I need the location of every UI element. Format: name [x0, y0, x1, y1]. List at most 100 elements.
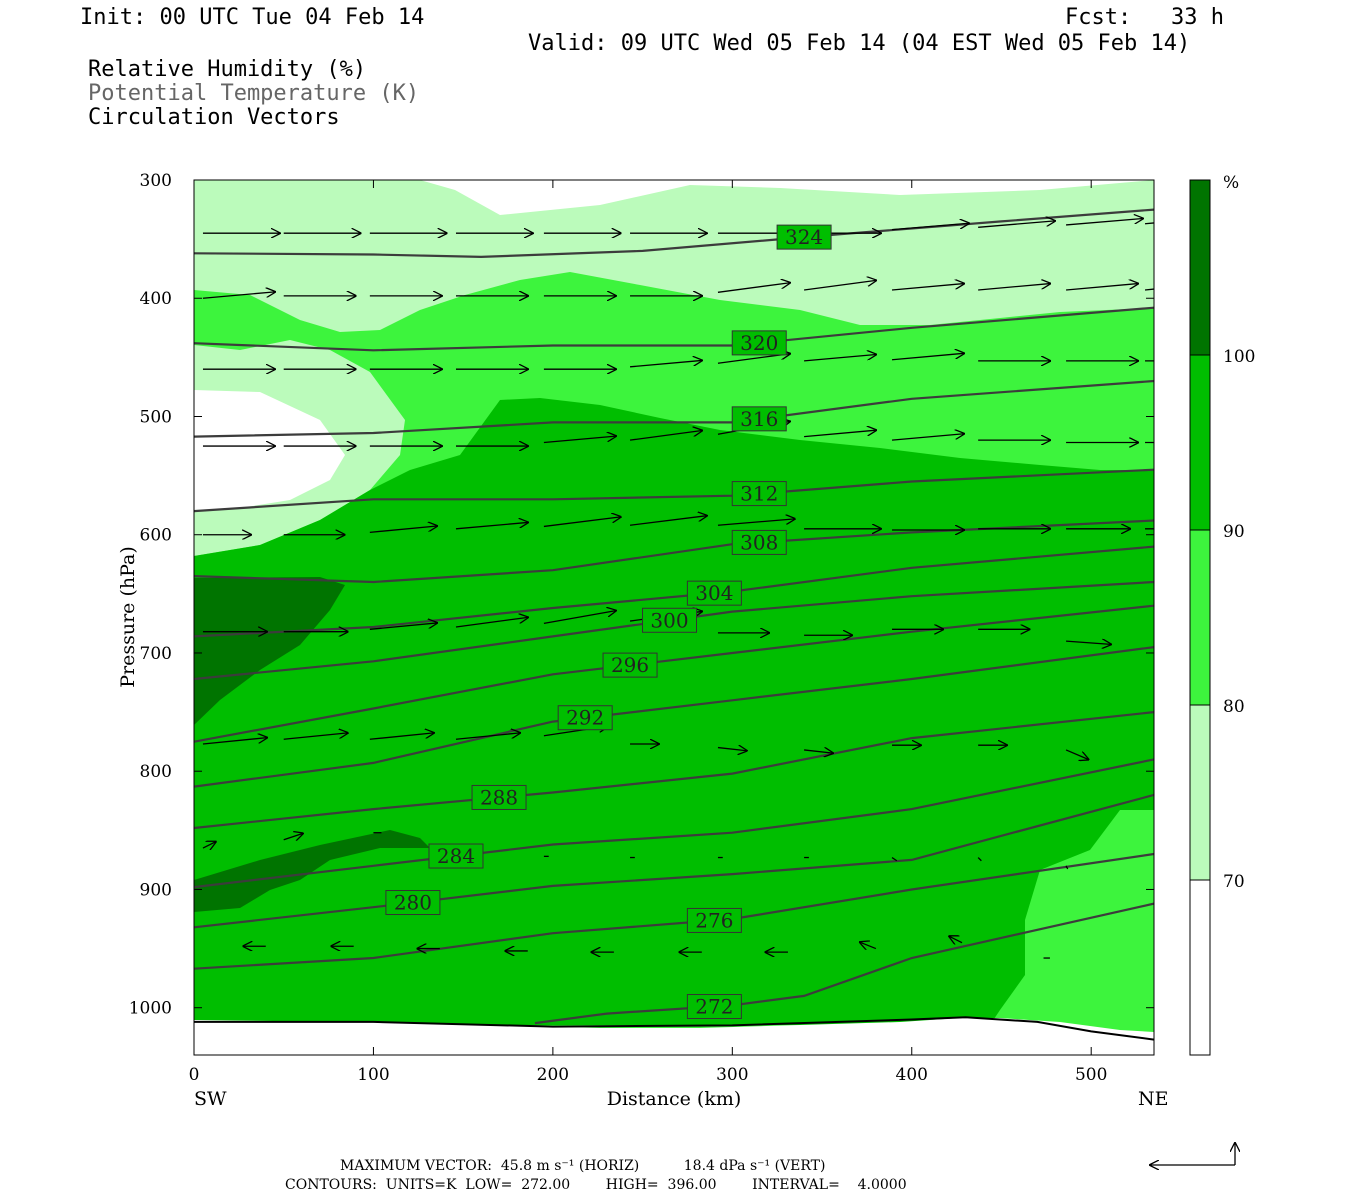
theta-contour-288: [194, 711, 1154, 830]
theta-label-312: 312: [731, 481, 787, 507]
circulation-vector: [202, 738, 267, 745]
colorbar-segment-70-80: [1190, 705, 1210, 880]
rh-region-above-100-a: [194, 577, 345, 725]
colorbar-label-100: 100: [1223, 347, 1255, 367]
theta-contour-284: [194, 758, 1154, 889]
theta-label-320: 320: [731, 330, 787, 356]
colorbar-label-80: 80: [1223, 697, 1245, 717]
x-tick-label: 300: [716, 1065, 748, 1085]
circulation-vector: [891, 284, 964, 291]
circulation-vector: [860, 942, 877, 948]
circulation-vector: [1066, 219, 1143, 226]
max-vector-note: MAXIMUM VECTOR: 45.8 m s⁻¹ (HORIZ) 18.4 …: [340, 1158, 826, 1174]
circulation-vector: [978, 284, 1050, 291]
y-tick-label: 800: [140, 762, 172, 782]
y-axis-title: Pressure (hPa): [117, 546, 139, 688]
rh-region-below-surface: [194, 1018, 1154, 1055]
init-time: Init: 00 UTC Tue 04 Feb 14: [80, 5, 425, 30]
theta-label-316: 316: [731, 406, 787, 432]
svg-text:320: 320: [740, 331, 778, 355]
y-tick-label: 400: [140, 289, 172, 309]
theta-label-300: 300: [642, 607, 698, 633]
x-axis-left-end-label: SW: [194, 1088, 227, 1110]
circulation-vector: [977, 857, 982, 862]
circulation-vector: [629, 431, 702, 441]
circulation-vector: [717, 519, 795, 526]
colorbar-segment-above-100: [1190, 180, 1210, 355]
circulation-vector: [455, 733, 520, 740]
y-tick-label: 300: [140, 171, 172, 191]
colorbar: % 100 90 80 70: [1189, 173, 1255, 1056]
theta-contour-272: [534, 902, 1154, 1025]
circulation-vector: [283, 733, 348, 740]
circulation-vector: [804, 750, 833, 753]
theta-label-280: 280: [385, 890, 441, 916]
svg-text:312: 312: [740, 482, 778, 506]
svg-text:284: 284: [437, 844, 475, 868]
y-tick-label: 900: [140, 880, 172, 900]
x-axis-right-end-label: NE: [1138, 1088, 1169, 1110]
rh-region-above-100-b: [194, 830, 430, 912]
circulation-vector: [1065, 865, 1069, 870]
theta-label-288: 288: [471, 784, 527, 810]
circulation-vector: [978, 221, 1055, 228]
colorbar-label-70: 70: [1223, 872, 1245, 892]
colorbar-segment-80-90: [1190, 530, 1210, 705]
x-tick-label: 0: [189, 1065, 200, 1085]
field-rh-label: Relative Humidity (%): [88, 57, 367, 82]
y-tick-label: 700: [140, 644, 172, 664]
svg-text:296: 296: [611, 653, 649, 677]
y-tick-label: 1000: [129, 999, 172, 1019]
theta-label-304: 304: [686, 580, 742, 606]
circulation-vector: [369, 526, 437, 534]
theta-label-292: 292: [557, 705, 613, 731]
circulation-vector: [891, 223, 969, 231]
circulation-vector: [891, 856, 898, 862]
x-tick-label: 500: [1075, 1065, 1107, 1085]
plot-frame: [193, 179, 1155, 1056]
circulation-vector-group: [202, 217, 1154, 959]
circulation-vector: [455, 522, 528, 530]
circulation-vector: [543, 517, 621, 528]
circulation-vector: [804, 280, 876, 291]
circulation-vector: [202, 842, 216, 848]
theta-label-296: 296: [602, 652, 658, 678]
theta-contour-316: [194, 379, 1154, 438]
svg-text:292: 292: [566, 706, 604, 730]
circulation-vector: [283, 833, 303, 839]
circulation-vector: [717, 748, 747, 751]
circulation-vector: [202, 292, 275, 299]
y-tick-label: 600: [140, 526, 172, 546]
circulation-vector: [629, 360, 702, 368]
circulation-vector: [891, 353, 964, 361]
circulation-vector: [891, 434, 964, 441]
circulation-vector: [1066, 284, 1138, 291]
theta-label-272: 272: [686, 994, 742, 1020]
circulation-vector: [717, 283, 790, 293]
theta-contour-320: [194, 306, 1154, 352]
circulation-vector: [543, 436, 616, 444]
colorbar-label-90: 90: [1223, 522, 1245, 542]
surface-pressure-line: [194, 1016, 1154, 1041]
x-axis-title: Distance (km): [607, 1088, 742, 1110]
svg-text:324: 324: [785, 225, 823, 249]
theta-label-308: 308: [731, 529, 787, 555]
reference-vector-icon: [1150, 1143, 1235, 1165]
svg-text:272: 272: [695, 995, 733, 1019]
theta-contour-312: [194, 468, 1154, 513]
colorbar-segment-below-70: [1190, 880, 1210, 1055]
field-theta-label: Potential Temperature (K): [88, 81, 420, 106]
theta-contour-324: [194, 208, 1154, 259]
svg-text:300: 300: [650, 608, 688, 632]
theta-label-276: 276: [686, 907, 742, 933]
circulation-vector: [455, 617, 528, 628]
theta-label-324: 324: [776, 224, 832, 250]
circulation-vector: [1065, 749, 1088, 760]
svg-text:308: 308: [740, 530, 778, 554]
circulation-vector: [949, 936, 963, 942]
circulation-vector: [369, 623, 437, 630]
circulation-vector: [629, 516, 707, 526]
theta-contour-276: [194, 852, 1154, 970]
